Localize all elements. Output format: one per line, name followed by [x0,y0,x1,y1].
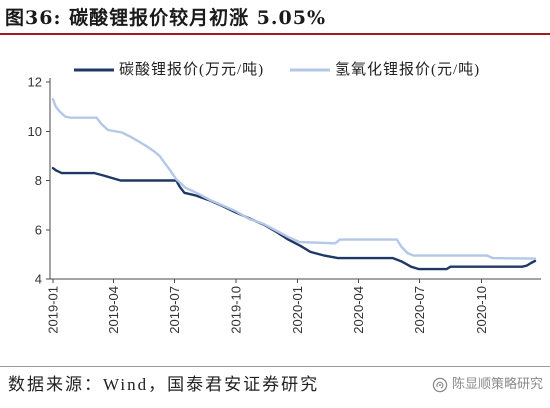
wechat-icon [432,377,448,393]
source-note: 数据来源：Wind，国泰君安证券研究 [8,375,320,394]
y-tick-label: 6 [35,222,42,237]
series-lines [51,98,537,271]
legend: 碳酸锂报价(万元/吨) 氢氧化锂报价(元/吨) [74,61,480,78]
y-tick-label: 4 [35,272,42,287]
title-rule [0,33,550,35]
watermark: 陈显顺策略研究 [432,376,543,394]
x-tick-label: 2019-01 [46,286,61,334]
x-tick-label: 2020-01 [290,286,305,334]
series-line-1 [51,167,537,271]
x-tick-label: 2019-04 [106,286,121,334]
x-tick-label: 2019-10 [229,286,244,334]
series-line-2 [51,98,537,260]
figure-title: 图36: 碳酸锂报价较月初涨 5.05% [5,7,327,29]
chart: 4 6 8 10 12 2019-01 2019-04 2019-07 2019-10 2020-… [28,61,541,334]
legend-label-1: 碳酸锂报价(万元/吨) [119,61,264,78]
x-tick-label: 2020-10 [474,286,489,334]
axes: 4 6 8 10 12 2019-01 2019-04 2019-07 2019-10 2020-… [28,75,541,334]
watermark-text: 陈显顺策略研究 [451,377,543,392]
y-tick-label: 10 [28,124,42,139]
legend-label-2: 氢氧化锂报价(元/吨) [335,61,480,78]
x-tick-label: 2020-07 [412,286,427,334]
x-tick-label: 2019-07 [167,286,182,334]
x-tick-label: 2020-04 [351,286,366,334]
source-rule [0,366,550,367]
y-tick-label: 8 [35,173,42,188]
y-tick-label: 12 [28,75,42,90]
